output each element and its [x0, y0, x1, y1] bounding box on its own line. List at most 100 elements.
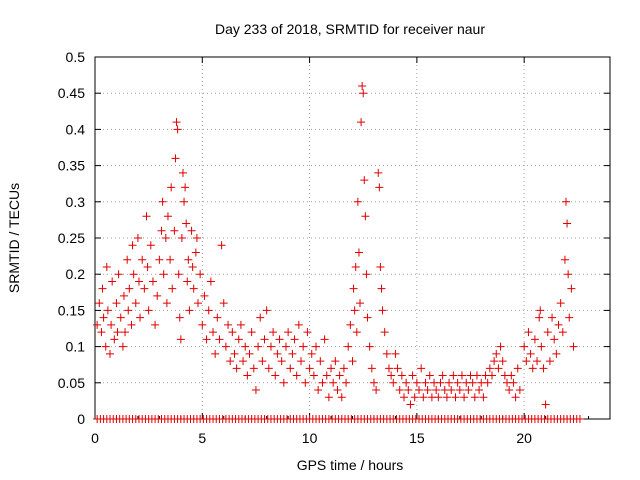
y-tick-label: 0.15 [58, 302, 85, 318]
data-point [143, 262, 152, 271]
x-tick-label: 10 [302, 430, 318, 446]
data-point [335, 371, 344, 380]
data-point [144, 306, 153, 315]
data-point [475, 386, 484, 395]
data-point [309, 371, 318, 380]
data-point [367, 364, 376, 373]
data-point [487, 371, 496, 380]
data-point [125, 284, 134, 293]
data-point [377, 284, 386, 293]
data-point [509, 378, 518, 387]
data-point [376, 262, 385, 271]
tick-labels: 0 0.05 0.1 0.15 0.2 0.25 0.3 0.35 0.4 0.45 0.5 0 5 10… [58, 49, 532, 446]
data-point [348, 357, 357, 366]
data-point [464, 386, 473, 395]
data-point [121, 328, 130, 337]
data-point [286, 364, 295, 373]
data-point [513, 364, 522, 373]
data-point [492, 349, 501, 358]
data-point [177, 234, 186, 242]
data-point [171, 154, 180, 163]
data-point [305, 364, 314, 373]
data-point [245, 349, 254, 358]
data-point [157, 226, 166, 235]
data-series [93, 81, 584, 423]
data-point [498, 357, 507, 366]
data-point [181, 183, 190, 192]
data-point [445, 378, 454, 387]
data-point [460, 393, 469, 402]
data-point [129, 270, 138, 279]
x-tick-label: 5 [198, 430, 206, 446]
data-point [369, 378, 378, 387]
data-point [153, 291, 162, 300]
data-point [436, 378, 445, 387]
data-point [380, 328, 389, 337]
data-point [490, 357, 499, 366]
data-point [97, 328, 106, 337]
x-tick-label: 20 [516, 430, 532, 446]
data-point [558, 328, 567, 337]
data-point [400, 393, 408, 402]
data-point [236, 320, 245, 329]
data-point [98, 284, 107, 293]
data-point [421, 378, 430, 387]
data-point [494, 364, 503, 373]
data-point [520, 342, 529, 351]
y-tick-label: 0.5 [66, 49, 86, 65]
data-point [258, 357, 267, 366]
data-point [116, 313, 125, 322]
data-point [337, 393, 346, 402]
data-point [198, 320, 207, 329]
y-tick-label: 0.35 [58, 158, 85, 174]
data-point [352, 328, 361, 337]
data-point [361, 212, 370, 221]
data-point [211, 349, 220, 358]
data-point [112, 299, 121, 308]
data-point [360, 176, 369, 185]
y-tick-label: 0.4 [66, 121, 86, 137]
data-point [560, 255, 569, 264]
y-tick-label: 0.45 [58, 85, 85, 101]
y-tick-label: 0.2 [66, 266, 86, 282]
data-point [185, 306, 194, 315]
data-point [168, 284, 177, 293]
data-point [408, 371, 417, 380]
data-point [303, 328, 312, 337]
data-point [395, 386, 404, 395]
data-point [402, 378, 411, 387]
data-point [301, 378, 310, 387]
data-point [329, 378, 338, 387]
data-point [470, 393, 479, 402]
data-point [297, 357, 305, 366]
data-point [264, 364, 273, 373]
data-point [359, 89, 368, 98]
data-point [391, 349, 400, 358]
data-point [163, 212, 172, 221]
data-point [438, 371, 447, 380]
grid-lines [95, 57, 610, 419]
data-point [123, 255, 132, 264]
x-tick-label: 0 [91, 430, 99, 446]
data-point [356, 299, 365, 308]
data-point [333, 386, 342, 395]
x-axis-label: GPS time / hours [297, 457, 404, 473]
data-point [273, 349, 282, 358]
data-point [299, 342, 308, 351]
data-point [434, 393, 443, 402]
data-point [346, 320, 355, 329]
data-point [249, 364, 258, 373]
data-point [563, 219, 572, 228]
data-point [564, 270, 573, 279]
data-point [200, 291, 209, 300]
data-point [146, 241, 155, 250]
data-point [522, 357, 531, 366]
data-point [176, 335, 185, 344]
data-point [266, 342, 275, 351]
data-point [159, 270, 168, 279]
data-point [226, 357, 235, 366]
data-point [389, 378, 398, 387]
data-point [423, 386, 432, 395]
data-point [234, 335, 243, 344]
